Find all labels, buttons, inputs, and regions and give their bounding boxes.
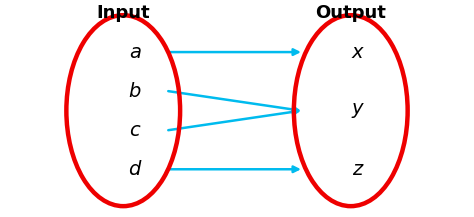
Text: $b$: $b$ xyxy=(128,82,142,101)
Text: $d$: $d$ xyxy=(128,160,142,179)
Text: $y$: $y$ xyxy=(351,101,365,120)
Text: $c$: $c$ xyxy=(129,121,141,140)
Text: $z$: $z$ xyxy=(352,160,364,179)
Text: Input: Input xyxy=(96,4,150,22)
Text: $x$: $x$ xyxy=(351,43,365,62)
Text: $a$: $a$ xyxy=(129,43,141,62)
Text: Output: Output xyxy=(315,4,386,22)
